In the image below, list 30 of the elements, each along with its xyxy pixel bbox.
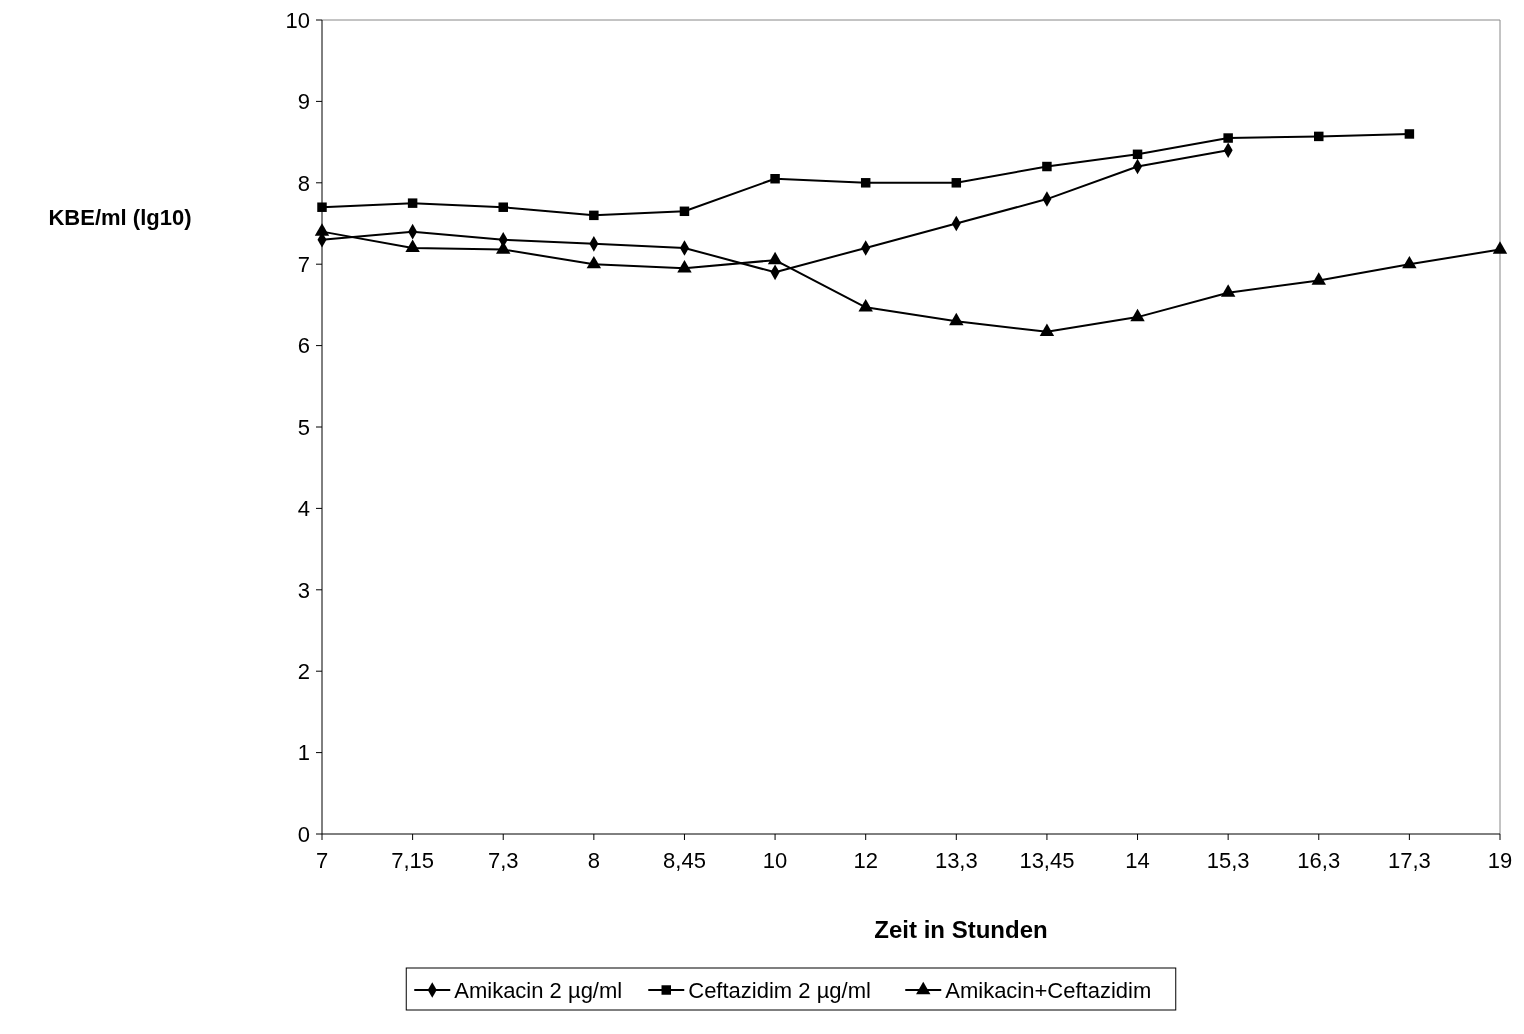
x-tick-label: 8,45 — [663, 848, 706, 873]
x-tick-label: 13,3 — [934, 848, 978, 873]
x-tick-label: 14 — [1125, 848, 1150, 873]
y-tick-label: 3 — [297, 577, 310, 603]
x-tick-label: 19 — [1487, 848, 1513, 873]
y-tick-label: 8 — [297, 170, 310, 196]
y-tick-label: 4 — [297, 496, 310, 522]
y-tick-label: 5 — [297, 414, 310, 440]
x-tick-label: 15,3 — [1206, 848, 1250, 873]
x-tick-label: 10 — [762, 848, 788, 873]
y-tick-label: 1 — [297, 740, 310, 766]
x-tick-label: 16,3 — [1297, 848, 1341, 873]
y-axis-title: KBE/ml (lg10) — [48, 205, 192, 230]
x-tick-label: 8 — [587, 848, 600, 873]
y-tick-label: 10 — [285, 7, 310, 33]
x-tick-label: 13,45 — [1019, 848, 1075, 873]
x-tick-label: 17,3 — [1387, 848, 1431, 873]
x-tick-label: 7 — [315, 848, 329, 873]
x-axis-title: Zeit in Stunden — [874, 916, 1048, 943]
y-tick-label: 0 — [297, 821, 310, 847]
y-tick-label: 7 — [297, 251, 310, 277]
x-tick-label: 12 — [853, 848, 878, 873]
y-tick-label: 9 — [297, 89, 310, 115]
x-tick-label: 7,3 — [487, 848, 519, 873]
legend-label: Amikacin 2 µg/ml — [454, 977, 623, 1003]
y-tick-label: 2 — [297, 658, 310, 684]
y-tick-label: 6 — [297, 333, 310, 359]
legend-label: Amikacin+Ceftazidim — [945, 977, 1152, 1003]
legend-label: Ceftazidim 2 µg/ml — [688, 977, 871, 1003]
x-tick-label: 7,15 — [391, 848, 435, 873]
